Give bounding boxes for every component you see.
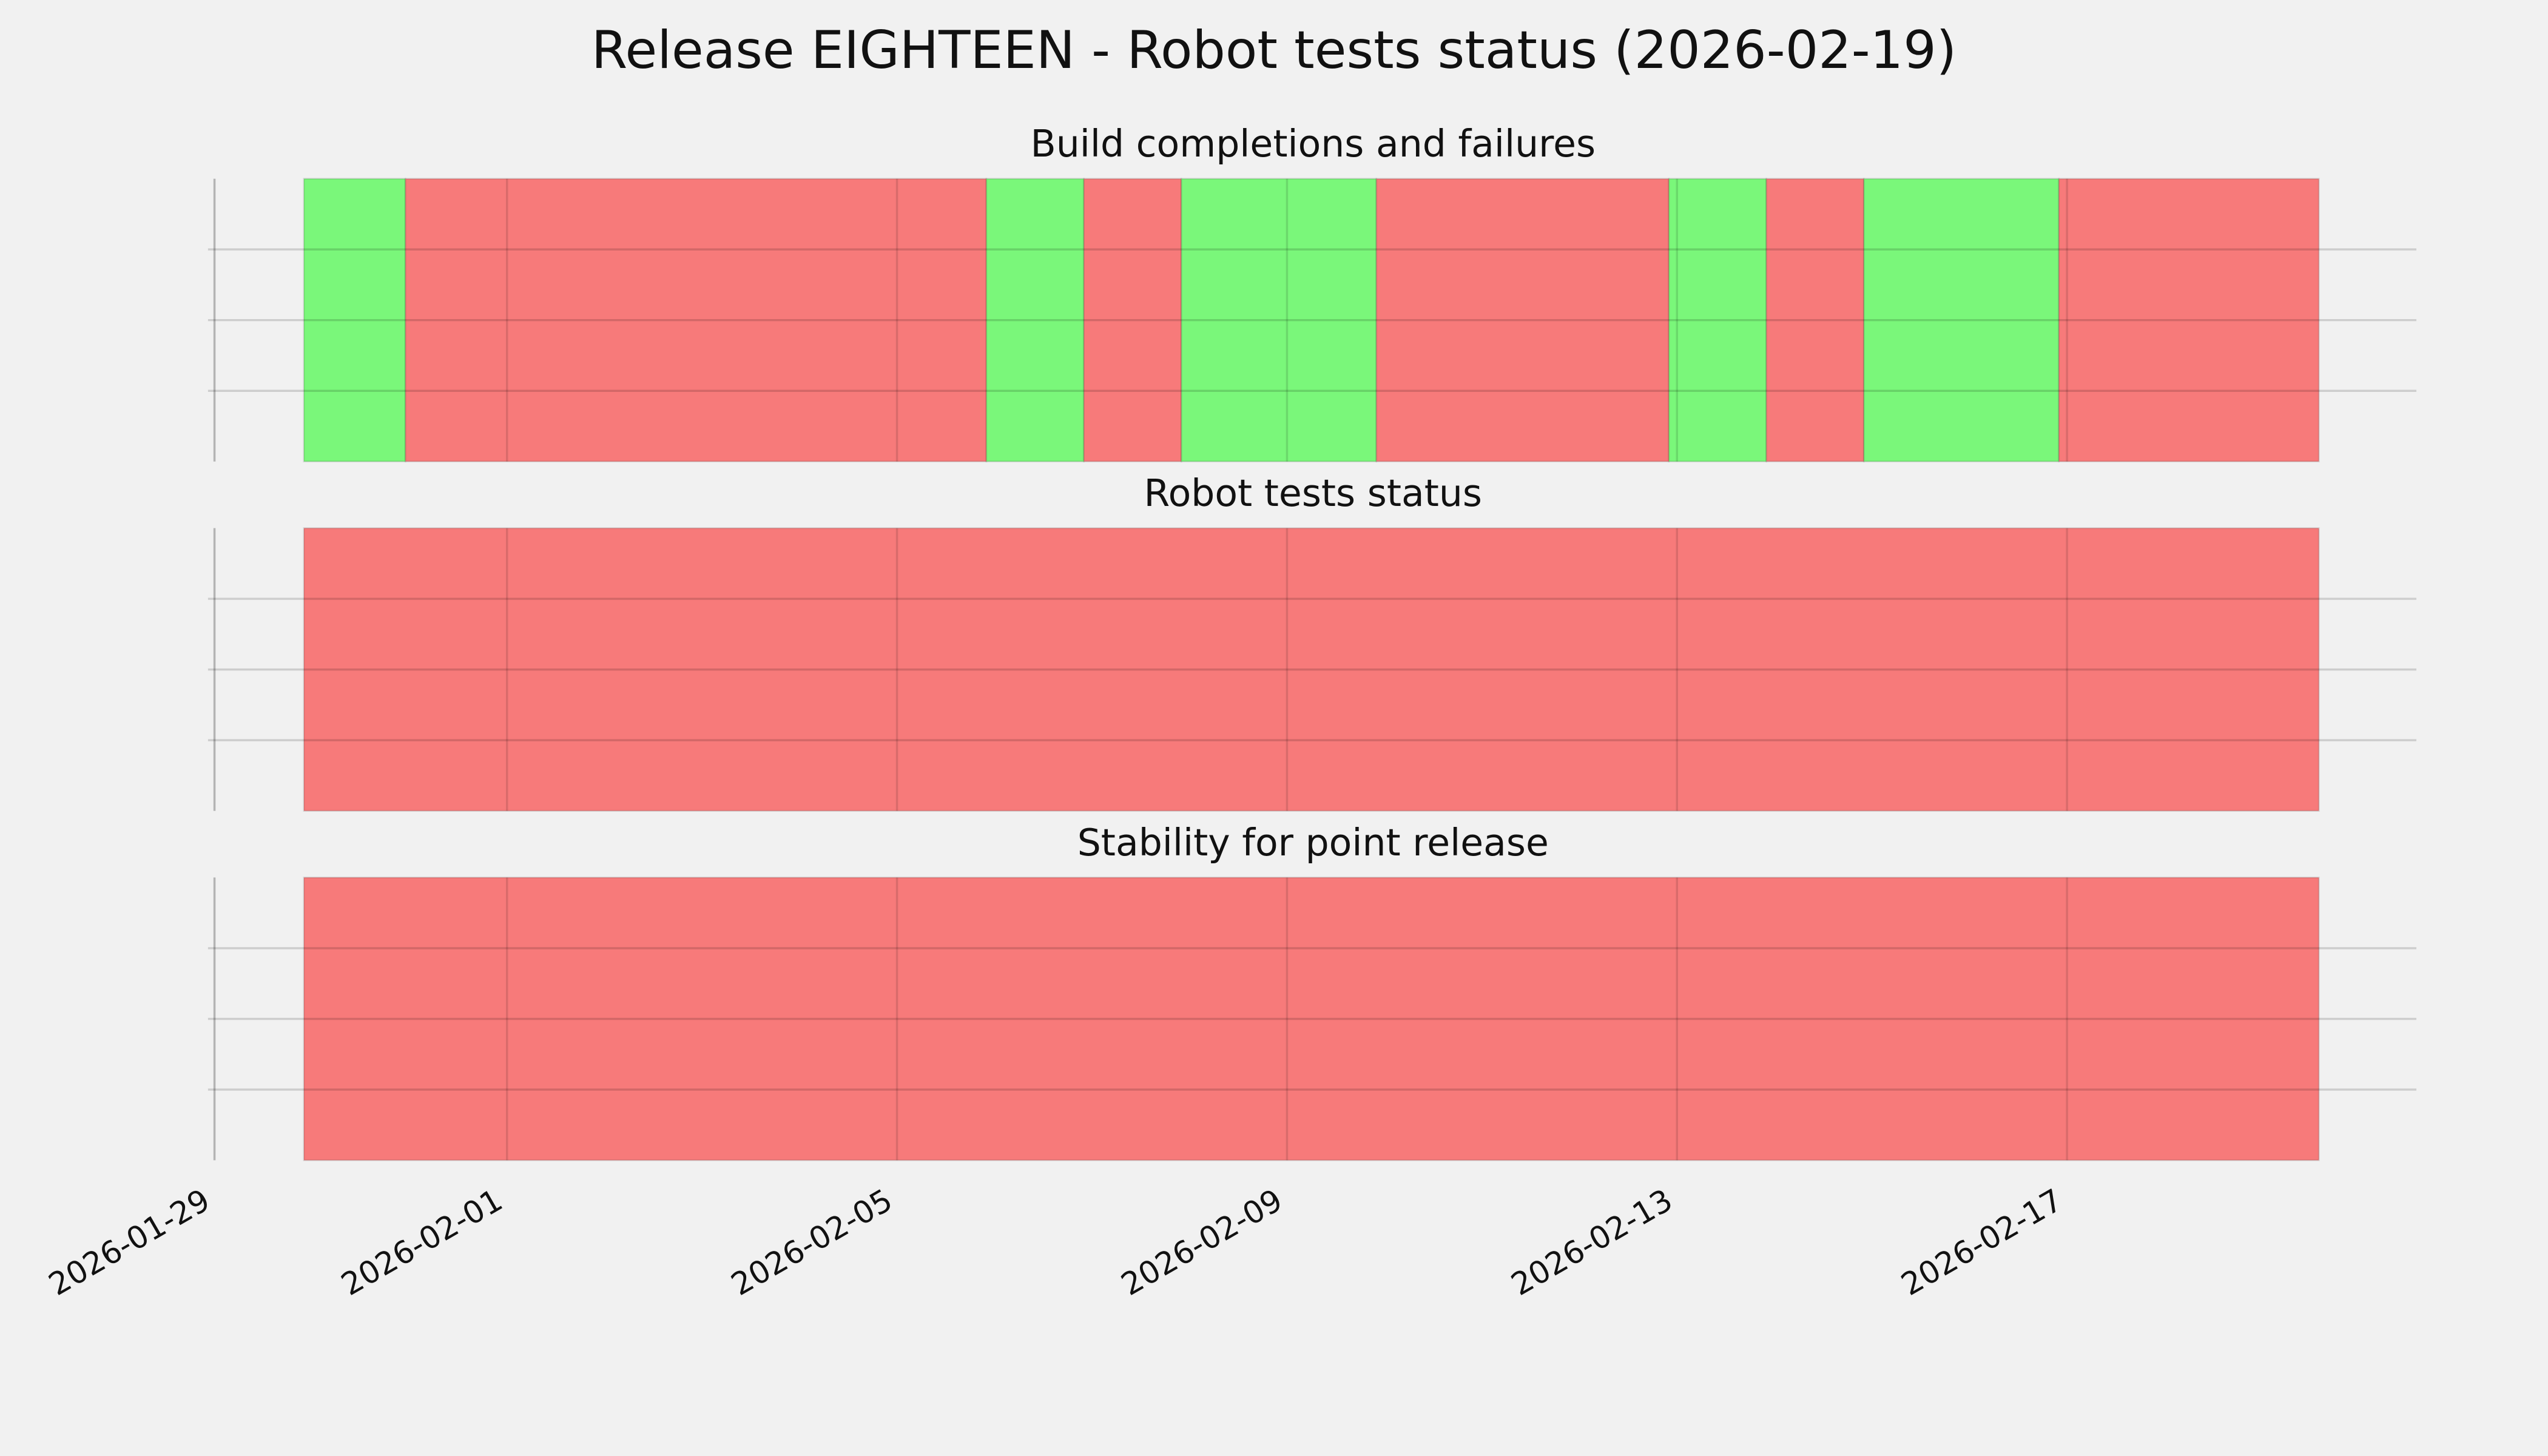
status-span: [1862, 178, 2060, 463]
status-span: [404, 178, 988, 463]
status-span: [985, 178, 1085, 463]
status-span: [1083, 178, 1182, 463]
status-span: [303, 877, 2320, 1161]
status-span: [1180, 178, 1378, 463]
status-span: [2058, 178, 2320, 463]
status-span: [303, 178, 406, 463]
status-span: [1668, 178, 1767, 463]
panel-title: Robot tests status: [1144, 471, 1482, 515]
status-span: [1765, 178, 1865, 463]
panel-title: Build completions and failures: [1030, 122, 1596, 166]
chart-title: Release EIGHTEEN - Robot tests status (2…: [592, 20, 1956, 81]
status-span: [303, 527, 2320, 812]
status-span: [1375, 178, 1670, 463]
panel-title: Stability for point release: [1077, 821, 1549, 864]
